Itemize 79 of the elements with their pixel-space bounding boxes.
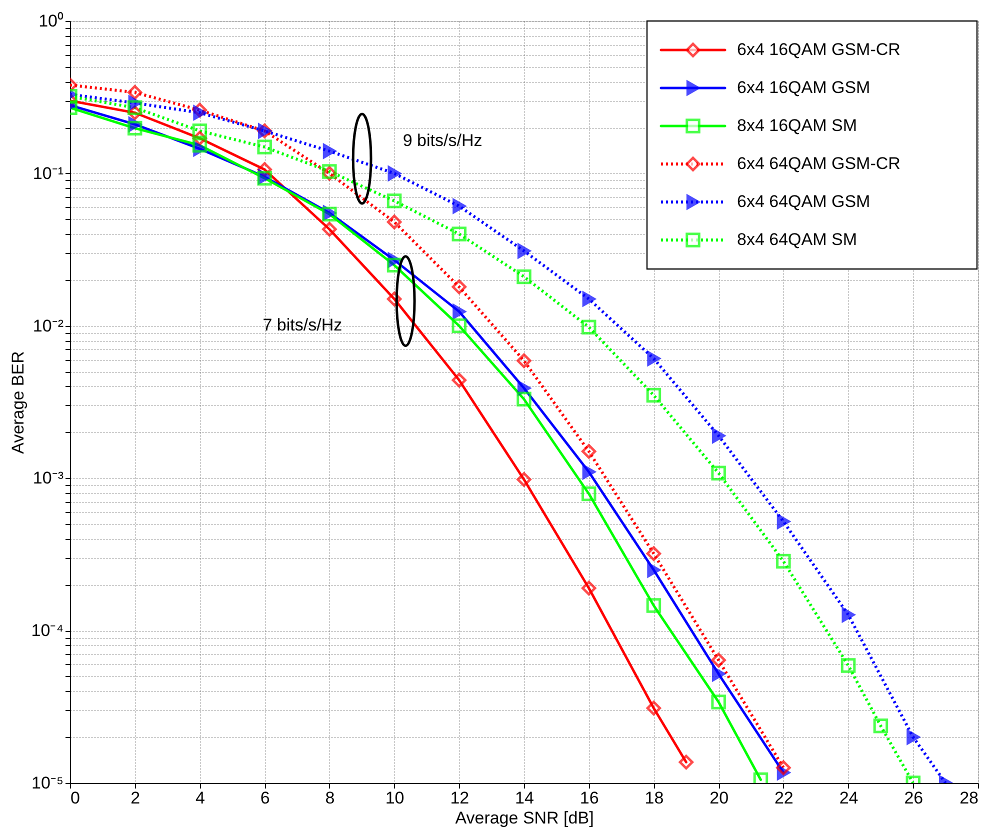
point xyxy=(516,472,532,487)
point xyxy=(873,718,888,734)
legend-label: 6x4 64QAM GSM xyxy=(737,192,870,211)
point xyxy=(646,598,662,613)
y-tick-label: 10⁻² xyxy=(32,316,64,336)
point xyxy=(840,658,856,673)
point xyxy=(646,388,662,403)
x-tick-label: 20 xyxy=(710,788,729,808)
legend-label: 6x4 16QAM GSM-CR xyxy=(737,40,900,59)
point xyxy=(452,304,466,319)
point xyxy=(646,700,662,716)
point xyxy=(712,666,726,682)
point xyxy=(711,466,726,480)
x-tick-label: 24 xyxy=(839,788,858,808)
y-tick-label: 10⁰ xyxy=(38,12,64,30)
point xyxy=(776,760,791,776)
point xyxy=(516,269,532,284)
x-tick-label: 22 xyxy=(774,788,794,808)
legend-label: 8x4 64QAM SM xyxy=(737,230,857,249)
annotation: 9 bits/s/Hz xyxy=(402,131,482,150)
point xyxy=(127,100,142,116)
point xyxy=(517,380,531,396)
point xyxy=(516,353,532,368)
point xyxy=(647,562,660,578)
legend-label: 6x4 16QAM GSM xyxy=(737,78,870,97)
x-tick-label: 10 xyxy=(385,788,404,808)
point xyxy=(127,120,142,136)
x-tick-label: 12 xyxy=(450,788,470,808)
point xyxy=(192,124,208,138)
point xyxy=(581,580,596,596)
point xyxy=(776,514,790,529)
x-tick-label: 26 xyxy=(904,788,924,808)
point xyxy=(452,226,467,242)
y-tick-label: 10⁻⁵ xyxy=(32,774,64,792)
legend-label: 6x4 64QAM GSM-CR xyxy=(737,154,900,173)
point xyxy=(388,166,401,181)
x-axis-title: Average SNR [dB] xyxy=(455,808,594,828)
point xyxy=(386,194,402,208)
point xyxy=(386,214,402,230)
point xyxy=(517,244,531,258)
y-tick-label: 10⁻³ xyxy=(32,468,64,488)
x-tick-label: 16 xyxy=(580,788,599,808)
point xyxy=(711,652,726,668)
x-tick-label: 18 xyxy=(644,788,664,808)
point xyxy=(452,318,467,334)
annotation: 7 bits/s/Hz xyxy=(262,315,342,334)
point xyxy=(678,754,694,770)
point xyxy=(712,428,726,444)
x-tick-label: 28 xyxy=(960,788,978,808)
x-tick-label: 8 xyxy=(325,788,335,808)
point xyxy=(906,730,920,744)
point xyxy=(647,351,660,366)
point xyxy=(257,140,272,154)
point xyxy=(192,138,208,153)
y-tick-label: 10⁻⁴ xyxy=(31,621,64,640)
x-tick-label: 0 xyxy=(70,788,80,808)
point xyxy=(322,222,337,237)
point xyxy=(452,372,467,388)
legend-label: 8x4 16QAM SM xyxy=(737,116,857,135)
point xyxy=(582,464,596,480)
point xyxy=(582,292,596,306)
point xyxy=(452,198,466,214)
point xyxy=(581,320,596,335)
point xyxy=(452,280,467,294)
point xyxy=(322,144,336,159)
y-axis-title: Average BER xyxy=(8,351,28,454)
y-tick-label: 10⁻¹ xyxy=(32,164,64,183)
point xyxy=(776,554,791,569)
point xyxy=(842,607,855,622)
x-tick-label: 14 xyxy=(515,788,534,808)
point xyxy=(711,694,726,710)
point xyxy=(646,546,662,561)
x-tick-label: 4 xyxy=(195,788,205,808)
point xyxy=(127,85,142,100)
point xyxy=(581,486,596,502)
point xyxy=(581,444,596,459)
x-tick-label: 6 xyxy=(260,788,270,808)
point xyxy=(516,392,532,407)
x-tick-label: 2 xyxy=(130,788,140,808)
